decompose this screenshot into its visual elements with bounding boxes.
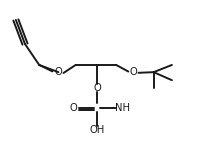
Text: O: O: [130, 67, 137, 77]
Text: NH: NH: [115, 103, 130, 112]
Text: OH: OH: [89, 125, 105, 135]
Text: O: O: [70, 103, 78, 112]
Text: O: O: [54, 67, 62, 77]
Text: O: O: [93, 83, 101, 93]
